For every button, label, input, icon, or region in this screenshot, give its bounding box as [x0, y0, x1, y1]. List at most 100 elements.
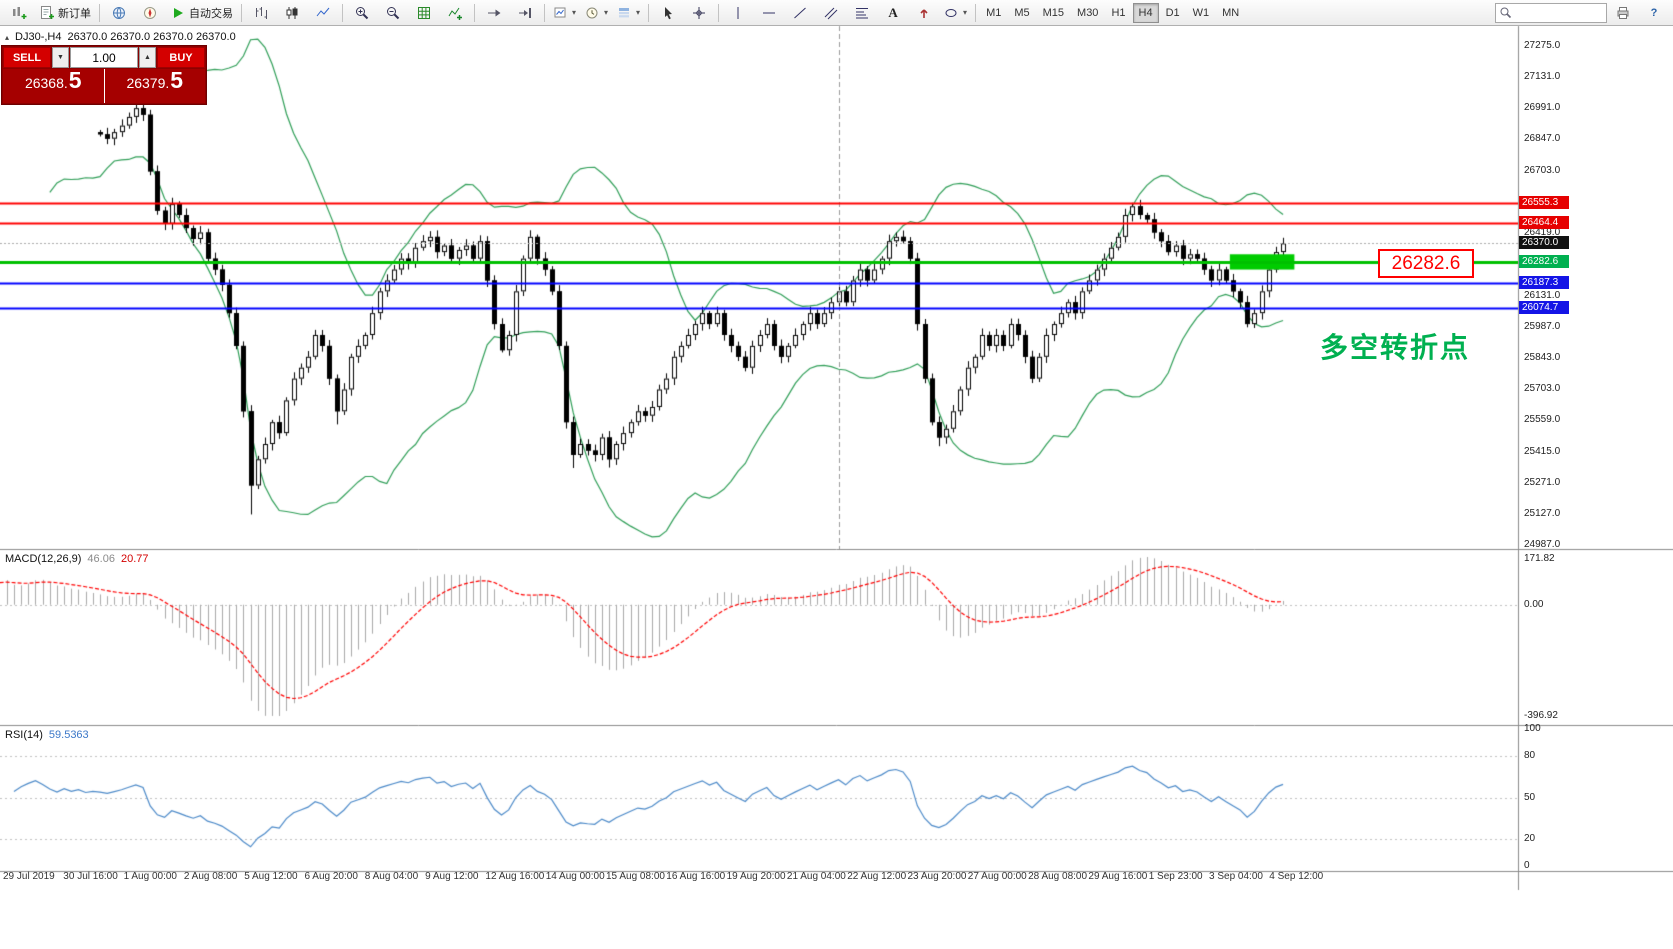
separator [544, 3, 545, 22]
price-axis-label: 25271.0 [1524, 477, 1561, 489]
new-chart-icon [13, 6, 27, 19]
tab-timeframe-w1[interactable]: W1 [1192, 6, 1210, 19]
tab-timeframe-h1[interactable]: H1 [1111, 6, 1126, 19]
zoom-in-icon [356, 6, 369, 19]
printer-icon [1617, 6, 1629, 19]
buy-price[interactable]: 26379. 5 [104, 67, 205, 103]
template-dropdown[interactable]: ▾ [613, 2, 644, 24]
zoom-out-button[interactable] [378, 2, 408, 24]
tab-timeframe-m5[interactable]: M5 [1014, 6, 1030, 19]
candles-chart-icon [286, 6, 298, 19]
help-button[interactable]: ? [1639, 2, 1669, 24]
rsi-header: RSI(14) 59.5363 [5, 729, 89, 741]
toolbar: 新订单 自动交易 [0, 0, 1673, 26]
time-axis-label: 30 Jul 16:00 [63, 871, 118, 882]
candles-chart-button[interactable] [277, 2, 307, 24]
time-axis-label: 28 Aug 08:00 [1028, 871, 1088, 882]
separator [474, 3, 475, 22]
rsi-axis-label: 80 [1524, 750, 1536, 762]
separator [648, 3, 650, 22]
tab-timeframe-m15[interactable]: M15 [1042, 6, 1065, 19]
print-button[interactable] [1608, 2, 1638, 24]
macd-axis-label: 171.82 [1524, 553, 1555, 564]
price-axis-label: 25415.0 [1524, 445, 1561, 457]
collapse-objects-icon[interactable]: ▴ [5, 32, 10, 42]
crosshair-button[interactable] [684, 2, 714, 24]
bars-chart-button[interactable] [246, 2, 276, 24]
indicators-icon [448, 7, 462, 20]
autotrade-button[interactable]: 自动交易 [166, 2, 237, 24]
search-input[interactable] [1515, 5, 1603, 20]
auto-scroll-button[interactable] [479, 2, 509, 24]
tab-timeframe-m30[interactable]: M30 [1077, 6, 1099, 19]
vline-tool-button[interactable] [723, 2, 753, 24]
chevron-down-icon: ▾ [604, 7, 609, 17]
indicators-button[interactable] [440, 2, 470, 24]
line-chart-icon [316, 7, 330, 16]
time-axis-label: 27 Aug 00:00 [967, 871, 1027, 882]
time-axis-label: 1 Sep 23:00 [1148, 871, 1203, 882]
tab-timeframe-h4[interactable]: H4 [1132, 2, 1159, 23]
time-axis-label: 22 Aug 12:00 [847, 871, 907, 882]
ellipse-shape-icon [945, 8, 957, 17]
time-axis-label: 4 Sep 12:00 [1269, 871, 1324, 882]
tab-timeframe-mn[interactable]: MN [1222, 6, 1240, 19]
volume-up-button[interactable]: ▲ [139, 47, 156, 68]
arrows-tool-button[interactable] [909, 2, 939, 24]
trendline-tool-button[interactable] [785, 2, 815, 24]
macd-label: MACD(12,26,9) [5, 553, 82, 565]
price-annotation-box[interactable]: 26282.6 [1378, 249, 1474, 278]
rsi-label: RSI(14) [5, 729, 43, 741]
time-axis-label: 2 Aug 08:00 [183, 871, 238, 882]
price-axis-label: 26703.0 [1524, 164, 1561, 176]
cursor-button[interactable] [653, 2, 683, 24]
hline-tool-button[interactable] [754, 2, 784, 24]
buy-price-frac: 5 [170, 67, 184, 93]
buy-price-main: 26379. [126, 75, 170, 91]
sell-button[interactable]: SELL [3, 47, 51, 68]
tab-timeframe-m1[interactable]: M1 [986, 6, 1002, 19]
separator [342, 3, 343, 22]
chart-shift-icon [519, 7, 531, 18]
rsi-axis-label: 100 [1524, 723, 1541, 734]
line-chart-button[interactable] [308, 2, 338, 24]
sell-price[interactable]: 26368. 5 [3, 69, 105, 103]
trendline-icon [794, 7, 806, 18]
new-order-button[interactable]: 新订单 [35, 2, 95, 24]
shapes-dropdown[interactable]: ▾ [940, 2, 971, 24]
chevron-down-icon: ▾ [636, 7, 641, 17]
period-dropdown[interactable]: ▾ [581, 2, 612, 24]
new-window-dropdown[interactable]: ▾ [549, 2, 580, 24]
auto-scroll-icon [488, 9, 501, 16]
chart-window-icon [554, 7, 566, 17]
buy-button[interactable]: BUY [157, 47, 205, 68]
price-axis-label: 25127.0 [1524, 508, 1561, 520]
price-axis-label: 25987.0 [1524, 320, 1561, 332]
price-axis-label: 25559.0 [1524, 414, 1561, 426]
turning-point-annotation[interactable]: 多空转折点 [1320, 332, 1471, 363]
time-axis[interactable]: 29 Jul 2019 30 Jul 16:00 1 Aug 00:00 2 Aug … [0, 871, 1518, 891]
market-watch-button[interactable] [104, 2, 134, 24]
chart-shift-button[interactable] [510, 2, 540, 24]
grid-button[interactable] [409, 2, 439, 24]
tab-timeframe-d1[interactable]: D1 [1165, 6, 1180, 19]
price-axis[interactable]: 27275.0 27131.0 26991.0 26847.0 26703.0 26419… [1518, 26, 1673, 890]
time-axis-label: 23 Aug 20:00 [907, 871, 967, 882]
sell-price-frac: 5 [68, 67, 82, 93]
search-box [1495, 2, 1607, 23]
price-axis-label: 25843.0 [1524, 352, 1561, 364]
new-chart-button[interactable] [4, 2, 34, 24]
volume-input[interactable] [70, 47, 138, 68]
new-order-label: 新订单 [58, 7, 91, 20]
navigator-button[interactable] [135, 2, 165, 24]
zoom-in-button[interactable] [347, 2, 377, 24]
fibonacci-tool-button[interactable] [847, 2, 877, 24]
time-axis-label: 29 Aug 16:00 [1088, 871, 1148, 882]
channel-tool-button[interactable] [816, 2, 846, 24]
text-tool-button[interactable]: A [878, 2, 908, 24]
volume-down-button[interactable]: ▼ [52, 47, 69, 68]
price-axis-label: 25703.0 [1524, 382, 1561, 394]
separator [99, 3, 100, 22]
